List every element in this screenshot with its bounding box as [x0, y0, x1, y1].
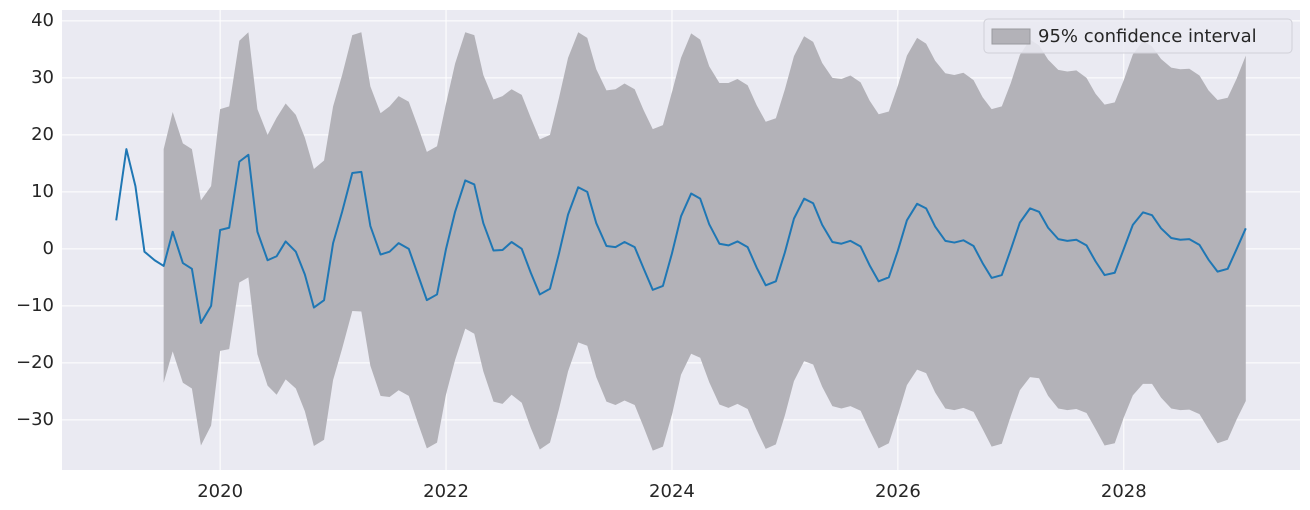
x-tick-label: 2028 [1101, 481, 1147, 502]
y-tick-label: 30 [31, 67, 54, 88]
y-tick-label: −10 [16, 295, 54, 316]
x-tick-label: 2022 [423, 481, 469, 502]
confidence-band [163, 32, 1246, 451]
y-tick-label: 10 [31, 181, 54, 202]
legend-box [983, 18, 1293, 54]
x-tick-label: 2024 [649, 481, 695, 502]
x-tick-label: 2026 [875, 481, 921, 502]
legend-label: 95% confidence interval [1038, 26, 1257, 47]
line [115, 148, 1247, 324]
y-tick-label: 40 [31, 10, 54, 31]
y-tick-label: 0 [43, 238, 54, 259]
y-tick-label: 20 [31, 124, 54, 145]
legend-patch [991, 28, 1031, 45]
y-tick-label: −20 [16, 352, 54, 373]
x-tick-label: 2020 [197, 481, 243, 502]
y-tick-label: −30 [16, 409, 54, 430]
